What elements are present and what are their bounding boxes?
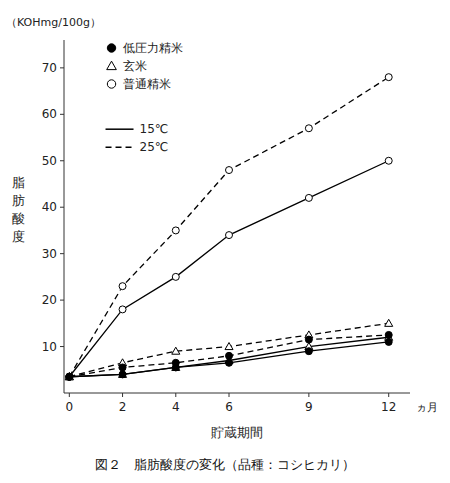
legend-label: 普通精米: [123, 77, 171, 91]
y-tick-label: 70: [42, 61, 57, 75]
legend-line: [106, 146, 134, 148]
series-line: [69, 337, 388, 376]
series-marker: [225, 343, 233, 350]
series-marker: [385, 331, 392, 338]
series-marker: [119, 371, 126, 378]
series-marker: [385, 74, 392, 81]
series-marker: [226, 359, 233, 366]
series-marker: [305, 348, 312, 355]
x-unit-label: ヵ月: [416, 401, 438, 414]
x-tick: [69, 393, 70, 397]
y-tick: [60, 160, 64, 161]
legend-label: 玄米: [123, 59, 147, 73]
x-tick: [122, 393, 123, 397]
x-tick-label: 9: [305, 400, 313, 414]
series-line: [69, 323, 388, 376]
series-line: [69, 335, 388, 377]
x-tick-label: 6: [225, 400, 233, 414]
series-marker: [172, 227, 179, 234]
legend-marker: [107, 80, 115, 88]
legend-marker: [107, 61, 117, 69]
series-marker: [65, 373, 73, 380]
y-axis-label-char: 肪: [12, 193, 25, 208]
line-legend: 15℃25℃: [106, 122, 169, 154]
series-marker: [226, 232, 233, 239]
y-axis-label-char: 脂: [12, 175, 25, 190]
chart-container: 0 2 4 6 9 12 ヵ月 10 20 30 40 50 60 70 貯蔵期間 脂肪酸度 （KOHmg/10…: [0, 0, 450, 483]
y-tick: [60, 346, 64, 347]
y-axis-label: 脂肪酸度: [12, 175, 25, 244]
series-marker: [305, 125, 312, 132]
series-marker: [385, 338, 392, 345]
marker-legend: 低圧力精米玄米普通精米: [107, 41, 183, 91]
legend-marker: [107, 44, 115, 52]
x-tick-label: 4: [172, 400, 180, 414]
y-tick-label: 20: [42, 293, 57, 307]
legend-line: [106, 128, 134, 130]
series-marker: [226, 352, 233, 359]
series-marker: [172, 364, 179, 371]
x-tick-label: 12: [381, 400, 396, 414]
chart-svg: 0 2 4 6 9 12 ヵ月 10 20 30 40 50 60 70 貯蔵期間 脂肪酸度 （KOHmg/10…: [0, 0, 450, 483]
series-marker: [66, 373, 73, 380]
x-tick: [308, 393, 309, 397]
x-axis-label: 貯蔵期間: [211, 425, 263, 440]
legend-label: 25℃: [140, 140, 169, 154]
series-marker: [226, 167, 233, 174]
x-tick-label: 2: [119, 400, 127, 414]
x-tick-label: 0: [66, 400, 74, 414]
legend-label: 低圧力精米: [123, 41, 183, 55]
series-marker: [119, 370, 127, 377]
series-marker: [172, 273, 179, 280]
series-marker: [385, 319, 393, 326]
plot-area: [65, 74, 392, 381]
x-axis-line: [64, 393, 410, 394]
y-tick: [60, 253, 64, 254]
series-marker: [305, 336, 312, 343]
y-tick: [60, 207, 64, 208]
y-axis-label-char: 酸: [12, 211, 25, 226]
series-marker: [305, 194, 312, 201]
chart-title: 図２ 脂肪酸度の変化（品種：コシヒカリ）: [95, 457, 355, 472]
y-axis-label-char: 度: [12, 229, 25, 244]
y-unit-label: （KOHmg/100g）: [6, 16, 101, 29]
legend-label: 15℃: [140, 122, 169, 136]
y-tick-label: 30: [42, 247, 57, 261]
series-marker: [66, 373, 73, 380]
y-tick: [60, 300, 64, 301]
y-tick-label: 10: [42, 340, 57, 354]
x-tick: [175, 393, 176, 397]
series-marker: [119, 364, 126, 371]
y-tick-label: 60: [42, 107, 57, 121]
series-line: [69, 342, 388, 377]
series-marker: [385, 157, 392, 164]
series-marker: [172, 347, 180, 354]
series-marker: [65, 373, 73, 380]
series-marker: [66, 373, 73, 380]
y-tick-label: 40: [42, 200, 57, 214]
x-tick: [388, 393, 389, 397]
x-tick: [229, 393, 230, 397]
y-tick: [60, 114, 64, 115]
series-line: [69, 161, 388, 377]
series-marker: [119, 283, 126, 290]
series-marker: [66, 373, 73, 380]
series-marker: [119, 306, 126, 313]
y-tick-label: 50: [42, 154, 57, 168]
y-axis-line: [64, 40, 65, 393]
series-line: [69, 77, 388, 377]
y-tick: [60, 67, 64, 68]
